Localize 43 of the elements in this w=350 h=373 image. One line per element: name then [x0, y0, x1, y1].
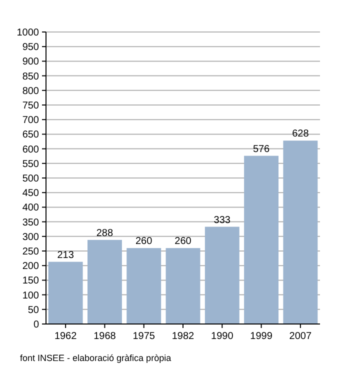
- x-tick-label: 1962: [54, 331, 78, 342]
- data-label: 288: [96, 228, 114, 239]
- x-tick-label: 2007: [289, 331, 312, 342]
- y-tick-label: 400: [22, 202, 40, 214]
- data-label: 333: [214, 214, 231, 226]
- y-tick-label: 550: [22, 158, 40, 170]
- y-tick-label: 800: [22, 86, 40, 97]
- y-tick-label: 650: [22, 130, 40, 141]
- y-tick-label: 750: [22, 100, 40, 112]
- x-tick-label: 1999: [250, 331, 273, 342]
- bar: [126, 248, 162, 324]
- data-label: 260: [174, 236, 192, 248]
- bar: [166, 248, 200, 324]
- x-tick-label: 1968: [94, 331, 116, 342]
- y-tick-label: 850: [22, 71, 40, 82]
- data-label: 628: [292, 128, 310, 140]
- y-tick-label: 50: [28, 304, 40, 316]
- bar: [204, 226, 240, 324]
- y-tick-label: 200: [22, 261, 40, 272]
- bar: [48, 262, 83, 324]
- y-tick-label: 1000: [16, 28, 40, 38]
- data-label: 576: [252, 144, 270, 155]
- bar: [283, 140, 318, 324]
- y-tick-label: 450: [22, 188, 40, 200]
- y-tick-label: 500: [22, 174, 40, 184]
- data-label: 213: [57, 250, 74, 261]
- y-tick-label: 0: [33, 320, 40, 330]
- bar: [87, 240, 122, 324]
- text: font INSEE - elaboració gràfica pròpia: [20, 353, 172, 363]
- y-tick-label: 350: [22, 217, 40, 228]
- x-tick-label: 1975: [132, 331, 156, 342]
- y-tick-label: 900: [22, 56, 40, 68]
- y-tick-label: 700: [22, 115, 40, 126]
- y-tick-label: 150: [22, 276, 40, 287]
- bar: [244, 156, 279, 324]
- data-label: 260: [136, 236, 153, 248]
- y-tick-label: 950: [22, 42, 40, 54]
- x-tick-label: 1990: [211, 331, 234, 342]
- y-tick-label: 300: [22, 232, 40, 243]
- x-tick-label: 1982: [172, 331, 195, 342]
- y-tick-label: 250: [22, 246, 40, 258]
- y-tick-label: 100: [22, 290, 40, 302]
- y-tick-label: 600: [22, 144, 40, 156]
